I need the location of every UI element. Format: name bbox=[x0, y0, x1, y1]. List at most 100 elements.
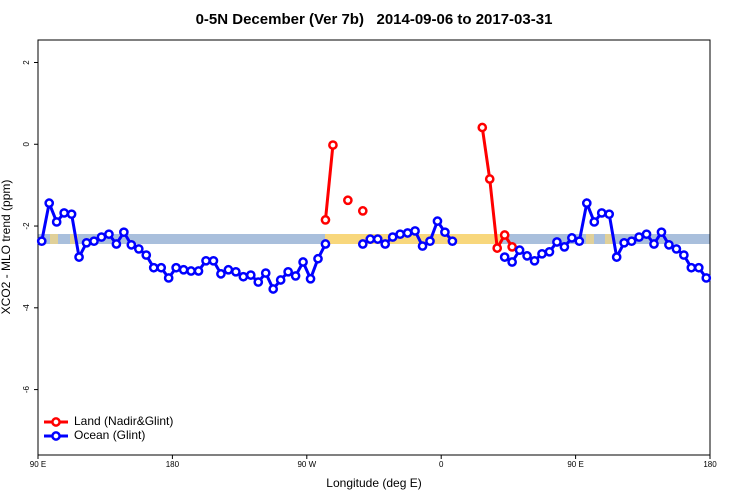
data-point bbox=[231, 266, 241, 277]
data-point bbox=[163, 273, 174, 283]
data-point bbox=[104, 229, 114, 240]
land-band bbox=[50, 234, 58, 244]
data-point bbox=[320, 215, 331, 225]
data-point bbox=[380, 239, 391, 249]
y-tick-label: 0 bbox=[22, 141, 31, 146]
data-point bbox=[343, 195, 353, 206]
data-point bbox=[320, 239, 331, 249]
data-point bbox=[208, 255, 219, 266]
data-point bbox=[641, 229, 652, 240]
data-point bbox=[44, 198, 55, 208]
data-point bbox=[507, 242, 517, 252]
data-point bbox=[133, 244, 144, 254]
y-tick-label: -4 bbox=[22, 304, 31, 312]
data-point bbox=[432, 216, 443, 226]
data-point bbox=[499, 230, 510, 240]
data-point bbox=[260, 268, 271, 278]
y-tick-label: 2 bbox=[22, 60, 31, 65]
land-band bbox=[605, 234, 613, 244]
legend-label: Land (Nadir&Glint) bbox=[74, 414, 173, 428]
data-point bbox=[544, 246, 555, 257]
data-point bbox=[66, 209, 77, 220]
legend-label: Ocean (Glint) bbox=[74, 428, 145, 442]
data-point bbox=[447, 236, 458, 247]
x-tick-label: 90 W bbox=[297, 460, 316, 469]
data-point bbox=[619, 237, 629, 248]
y-axis-label: XCO2 - MLO trend (ppm) bbox=[0, 180, 13, 315]
x-tick-label: 0 bbox=[439, 460, 444, 469]
data-point bbox=[156, 262, 167, 273]
data-point bbox=[36, 236, 47, 247]
data-point bbox=[522, 251, 532, 261]
data-point bbox=[649, 239, 659, 249]
data-point bbox=[275, 275, 286, 285]
legend: Land (Nadir&Glint)Ocean (Glint) bbox=[44, 414, 173, 442]
data-point bbox=[596, 208, 607, 218]
data-point bbox=[410, 226, 420, 236]
data-point bbox=[298, 257, 308, 267]
data-point bbox=[238, 271, 249, 282]
data-point bbox=[51, 217, 62, 227]
x-tick-label: 90 E bbox=[567, 460, 583, 469]
data-point bbox=[626, 236, 637, 247]
data-point bbox=[186, 266, 196, 276]
land-band bbox=[586, 234, 594, 244]
data-point bbox=[417, 241, 428, 251]
data-point bbox=[268, 284, 279, 294]
data-point bbox=[111, 239, 122, 249]
data-point bbox=[313, 253, 323, 264]
data-point bbox=[477, 122, 488, 133]
plot-frame bbox=[37, 39, 711, 456]
data-point bbox=[686, 262, 697, 273]
data-point bbox=[357, 206, 368, 216]
data-point bbox=[693, 262, 704, 273]
data-point bbox=[223, 264, 234, 275]
data-point bbox=[559, 242, 570, 252]
data-point bbox=[141, 250, 152, 260]
data-point bbox=[201, 255, 211, 266]
legend-marker bbox=[51, 417, 61, 427]
data-point bbox=[357, 239, 368, 249]
data-point bbox=[402, 228, 413, 238]
legend-marker bbox=[51, 431, 61, 441]
y-tick-label: -2 bbox=[22, 222, 31, 230]
data-point bbox=[74, 252, 84, 262]
data-point bbox=[634, 232, 644, 242]
data-point bbox=[656, 227, 667, 238]
data-point bbox=[290, 271, 301, 281]
data-point bbox=[671, 244, 682, 254]
data-point bbox=[567, 233, 577, 243]
data-point bbox=[537, 248, 547, 259]
data-point bbox=[305, 273, 316, 284]
data-point bbox=[395, 229, 405, 240]
data-point bbox=[178, 264, 189, 275]
data-point bbox=[171, 262, 181, 273]
x-tick-label: 180 bbox=[703, 460, 717, 469]
data-point bbox=[365, 234, 376, 244]
data-point bbox=[387, 232, 398, 242]
land-band bbox=[70, 234, 78, 244]
data-point bbox=[679, 250, 689, 260]
data-point bbox=[552, 237, 562, 247]
data-point bbox=[216, 269, 226, 279]
data-point bbox=[193, 266, 204, 276]
data-point bbox=[589, 217, 600, 227]
data-point bbox=[604, 209, 615, 220]
x-tick-label: 180 bbox=[166, 460, 180, 469]
data-point bbox=[89, 236, 99, 247]
data-point bbox=[425, 236, 435, 247]
data-point bbox=[701, 273, 712, 283]
data-point bbox=[253, 277, 264, 287]
data-point bbox=[96, 232, 107, 242]
y-tick-label: -6 bbox=[22, 385, 31, 393]
data-point bbox=[529, 255, 540, 266]
data-point bbox=[492, 243, 503, 253]
data-point bbox=[148, 262, 159, 273]
data-point bbox=[126, 239, 137, 250]
data-point bbox=[283, 266, 293, 277]
data-point bbox=[372, 234, 383, 244]
land-band bbox=[325, 234, 502, 244]
data-point bbox=[664, 239, 674, 250]
data-point bbox=[507, 257, 517, 267]
